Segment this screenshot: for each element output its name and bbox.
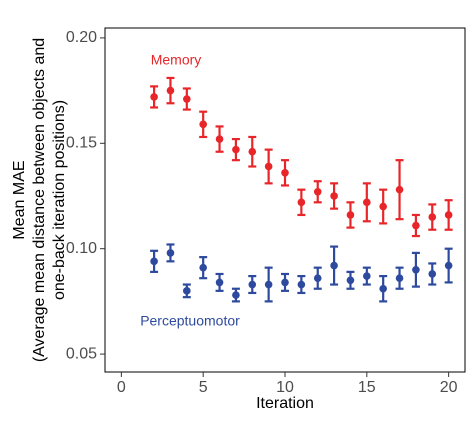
point — [166, 249, 175, 257]
point — [297, 280, 306, 289]
point — [199, 120, 207, 129]
point — [346, 211, 355, 219]
point — [313, 274, 322, 283]
point — [395, 185, 404, 194]
point — [264, 162, 273, 171]
y-axis-title: (Average mean distance between objects a… — [31, 38, 48, 362]
y-axis-title: one-back iteration positions) — [51, 100, 68, 300]
point — [428, 213, 437, 221]
point — [379, 284, 387, 293]
point — [346, 276, 355, 285]
y-tick-label: 0.20 — [66, 29, 97, 46]
y-tick-label: 0.10 — [66, 240, 97, 257]
point — [297, 198, 306, 207]
point — [313, 187, 322, 196]
point — [363, 272, 371, 280]
point — [232, 291, 240, 299]
point — [428, 270, 437, 278]
point — [281, 169, 289, 177]
point — [395, 274, 404, 283]
point — [330, 261, 338, 270]
point — [412, 265, 420, 274]
x-tick-label: 10 — [276, 379, 294, 396]
point — [412, 221, 420, 230]
point — [166, 86, 175, 95]
point — [150, 93, 158, 101]
point — [363, 198, 371, 207]
point — [248, 147, 257, 156]
point — [183, 287, 191, 295]
point — [248, 280, 257, 289]
point — [215, 278, 224, 287]
point — [379, 202, 387, 211]
y-tick-label: 0.15 — [66, 135, 97, 152]
x-tick-label: 20 — [440, 379, 458, 396]
x-axis-title: Iteration — [256, 395, 314, 412]
x-tick-label: 5 — [199, 379, 208, 396]
series-label: Perceptuomotor — [140, 313, 240, 329]
point — [232, 145, 240, 154]
point — [444, 261, 453, 270]
point — [444, 211, 453, 219]
point — [330, 192, 338, 200]
point — [264, 280, 273, 289]
x-tick-label: 0 — [117, 379, 126, 396]
point — [215, 135, 224, 143]
point — [199, 263, 207, 272]
point — [281, 278, 289, 287]
series-label: Memory — [151, 52, 202, 68]
y-axis-title: Mean MAE — [11, 160, 28, 239]
x-tick-label: 15 — [358, 379, 376, 396]
point — [150, 257, 158, 266]
point — [183, 95, 191, 103]
y-tick-label: 0.05 — [66, 345, 97, 362]
